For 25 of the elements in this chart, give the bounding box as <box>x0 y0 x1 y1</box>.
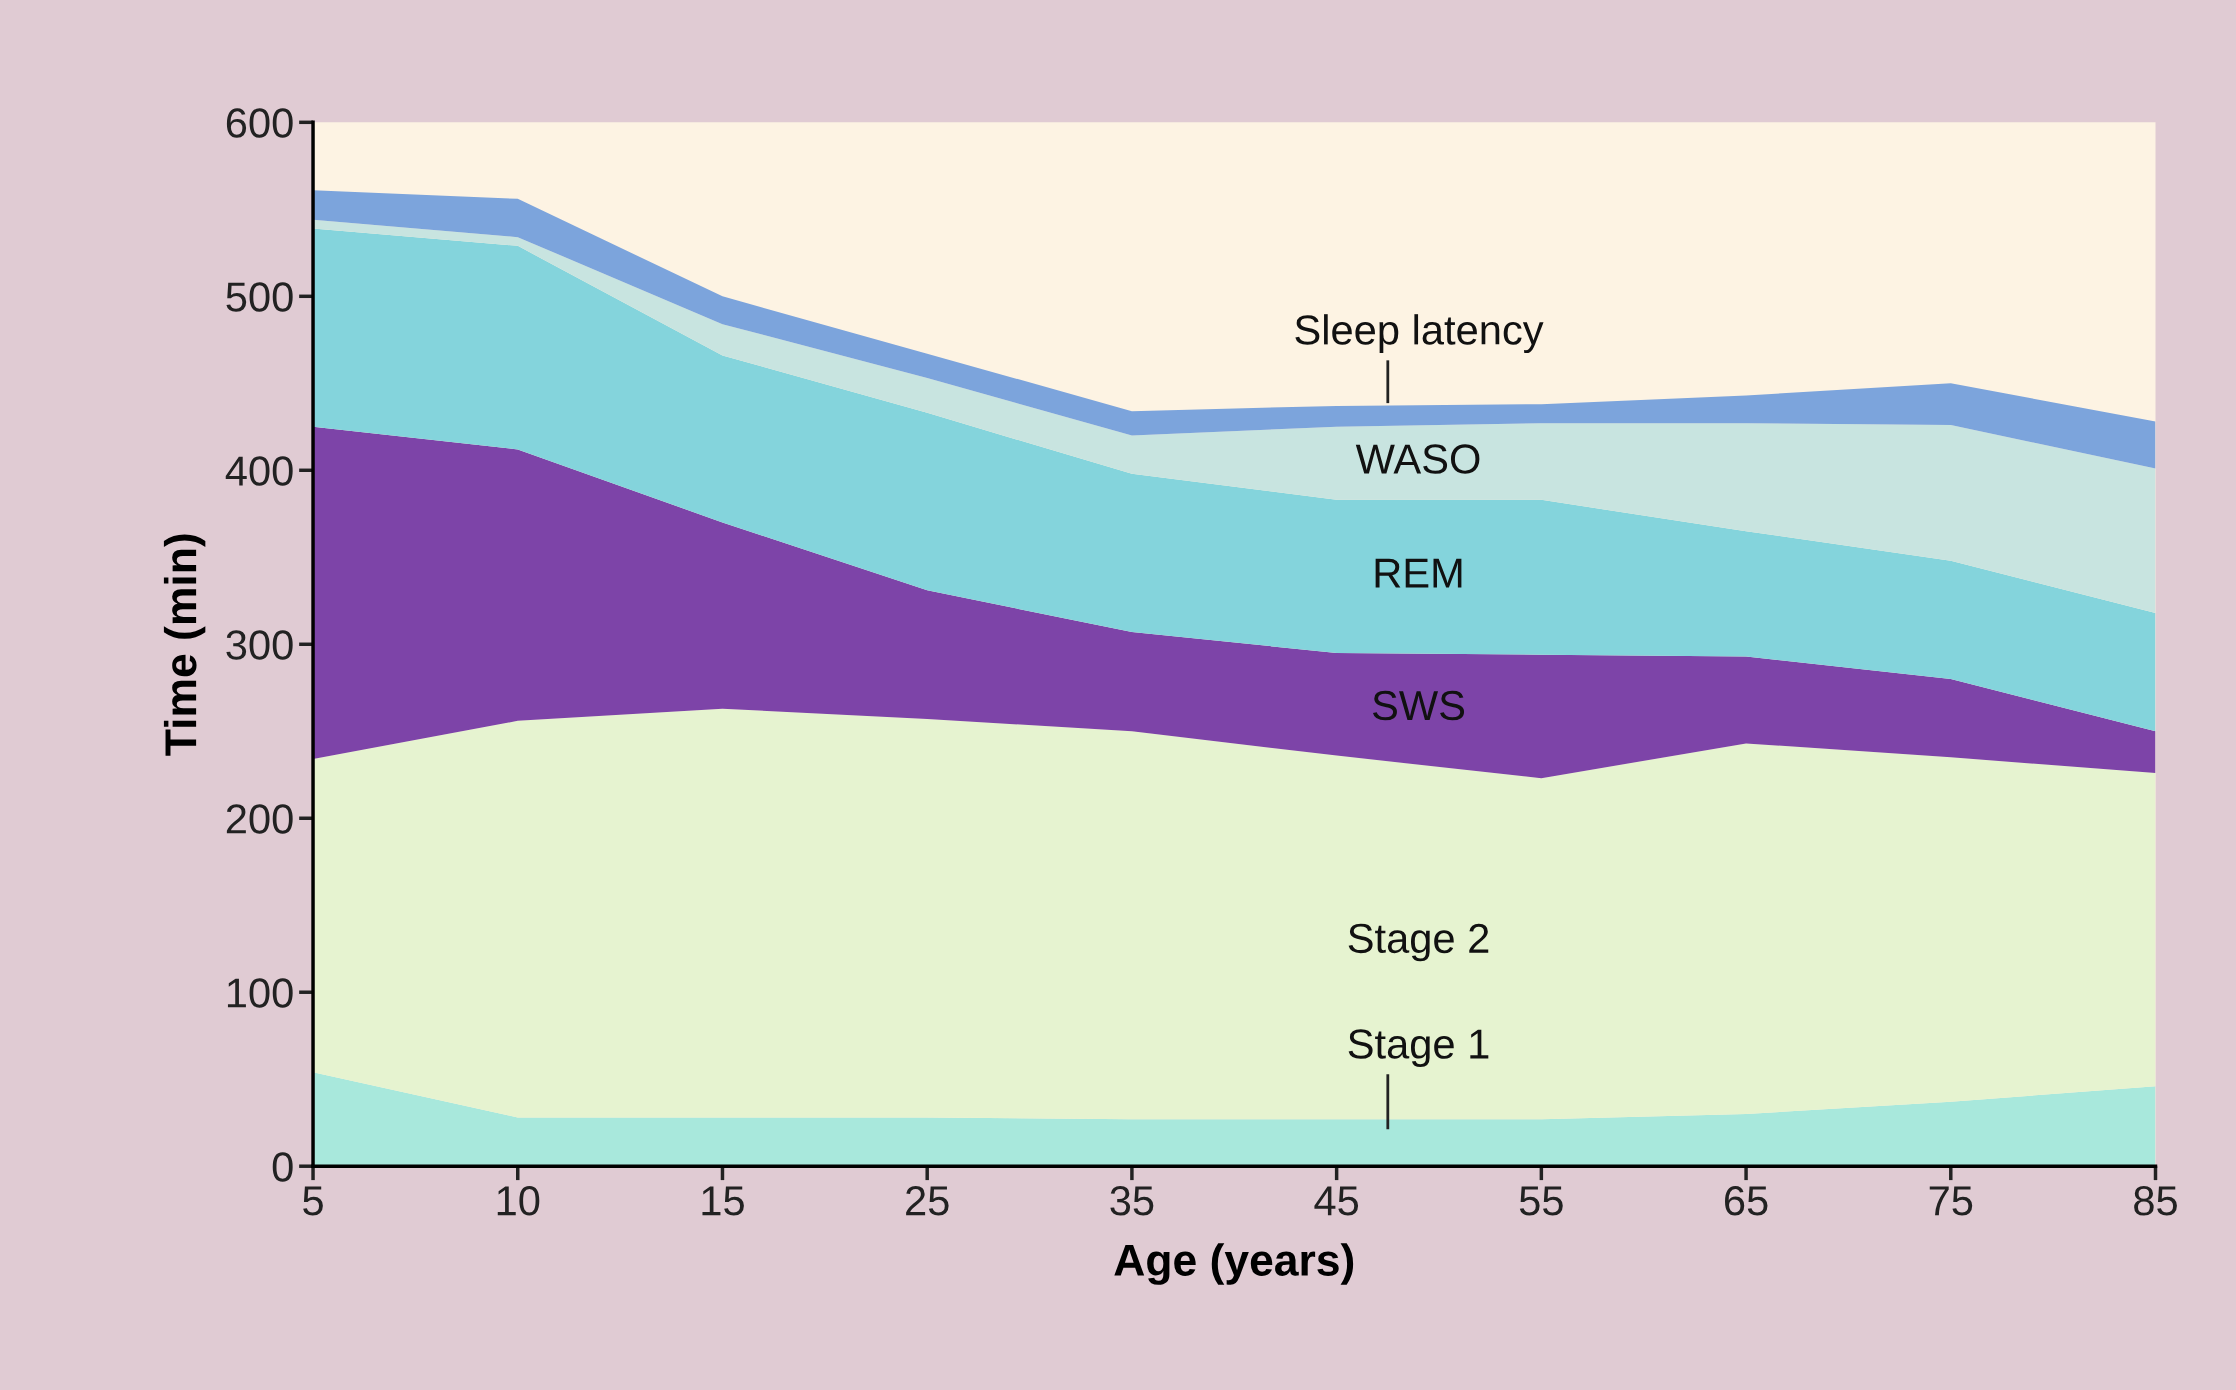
y-tick-label: 100 <box>227 978 293 1008</box>
y-tick-label: 0 <box>272 1152 293 1182</box>
y-tick-label: 400 <box>225 456 293 486</box>
y-axis-title: Time (min) <box>163 534 206 756</box>
x-tick-label: 75 <box>1929 1186 1973 1216</box>
x-tick-label: 5 <box>303 1186 323 1216</box>
y-tick-label: 300 <box>226 630 293 660</box>
x-tick-label: 45 <box>1314 1186 1359 1216</box>
x-axis-title: Age (years) <box>1114 1243 1354 1285</box>
y-tick-label: 600 <box>226 108 293 138</box>
series-label: WASO <box>1355 444 1480 474</box>
series-label: Stage 1 <box>1348 1029 1489 1068</box>
series-label: SWS <box>1372 690 1465 721</box>
series-label: Sleep latency <box>1295 314 1544 354</box>
x-tick-label: 35 <box>1110 1186 1154 1216</box>
series-label: REM <box>1375 558 1462 588</box>
x-tick-label: 10 <box>497 1186 540 1216</box>
y-tick-label: 500 <box>226 282 293 312</box>
x-tick-label: 15 <box>702 1186 744 1216</box>
x-tick-label: 55 <box>1519 1186 1563 1216</box>
x-tick-label: 25 <box>906 1186 949 1216</box>
x-tick-label: 85 <box>2134 1186 2177 1216</box>
series-label: Stage 2 <box>1348 923 1489 962</box>
x-tick-label: 65 <box>1725 1186 1768 1216</box>
y-tick-label: 200 <box>226 804 293 834</box>
